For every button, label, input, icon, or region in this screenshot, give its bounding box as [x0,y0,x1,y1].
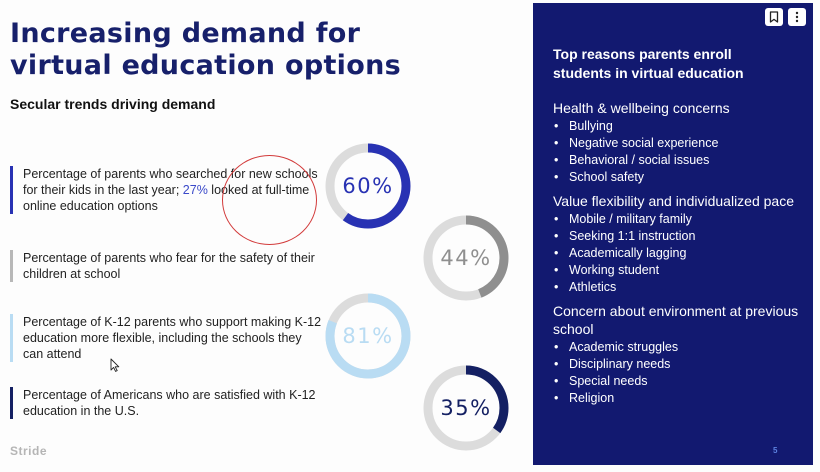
stat-safety-fear: Percentage of parents who fear for the s… [10,250,323,282]
group-heading: Concern about environment at previous sc… [553,303,799,337]
reason-list: Bullying Negative social experience Beha… [553,118,803,186]
list-item: Disciplinary needs [553,356,803,373]
group-heading: Health & wellbeing concerns [553,100,730,116]
stat-flexibility-support: Percentage of K-12 parents who support m… [10,314,323,362]
ring-label: 81% [342,324,394,348]
ring-svg [325,293,411,379]
stat-highlight: 27% [182,183,208,197]
reasons-panel: Top reasons parents enroll students in v… [533,3,813,465]
ring-label: 44% [440,246,492,270]
group-heading: Value flexibility and individualized pac… [553,193,795,209]
ring-label: 35% [440,396,492,420]
list-item: Religion [553,390,803,407]
title-line-2: virtual education options [10,50,401,81]
stride-logo: Stride [10,444,48,458]
red-annotation-circle [222,155,317,245]
ring-arc [325,143,411,229]
list-item: Negative social experience [553,135,803,152]
panel-body: Health & wellbeing concerns Bullying Neg… [553,99,803,407]
ring-arc [325,293,411,379]
more-options-button[interactable] [788,8,806,26]
list-item: Academically lagging [553,245,803,262]
list-item: Bullying [553,118,803,135]
mouse-pointer-icon [110,358,120,372]
ring-chart-60: 60% [322,140,414,232]
ring-svg [423,215,509,301]
list-item: Athletics [553,279,803,296]
title-line-1: Increasing demand for [10,18,361,49]
list-item: Mobile / military family [553,211,803,228]
stat-satisfaction: Percentage of Americans who are satisfie… [10,387,323,419]
bookmark-icon [769,11,779,23]
ring-chart-35: 35% [420,362,512,454]
ring-svg [325,143,411,229]
slide-subtitle: Secular trends driving demand [10,96,216,112]
ring-svg [423,365,509,451]
ring-arc [423,215,509,301]
list-item: Seeking 1:1 instruction [553,228,803,245]
list-item: Special needs [553,373,803,390]
more-vertical-icon [795,11,799,23]
ring-chart-44: 44% [420,212,512,304]
list-item: Working student [553,262,803,279]
list-item: School safety [553,169,803,186]
panel-title: Top reasons parents enroll students in v… [553,46,744,81]
ring-label: 60% [342,174,394,198]
ring-arc [423,365,509,451]
reason-list: Mobile / military family Seeking 1:1 ins… [553,211,803,296]
ring-chart-81: 81% [322,290,414,382]
slide-title: Increasing demand for virtual education … [10,18,520,82]
bookmark-button[interactable] [765,8,783,26]
list-item: Academic struggles [553,339,803,356]
list-item: Behavioral / social issues [553,152,803,169]
page-number: 5 [773,446,778,455]
reason-list: Academic struggles Disciplinary needs Sp… [553,339,803,407]
